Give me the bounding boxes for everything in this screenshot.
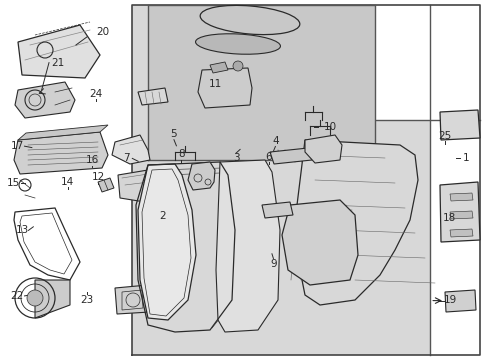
- Text: 5: 5: [171, 129, 177, 139]
- Polygon shape: [297, 140, 418, 305]
- Polygon shape: [188, 162, 215, 190]
- Polygon shape: [450, 211, 473, 219]
- Polygon shape: [216, 160, 280, 332]
- Text: 24: 24: [89, 89, 102, 99]
- Polygon shape: [15, 82, 75, 118]
- Text: 4: 4: [272, 136, 279, 146]
- Text: 22: 22: [10, 291, 24, 301]
- Polygon shape: [440, 182, 480, 242]
- Polygon shape: [35, 280, 70, 318]
- Polygon shape: [270, 148, 312, 164]
- Polygon shape: [18, 125, 108, 140]
- Text: 16: 16: [85, 155, 99, 165]
- Text: 20: 20: [97, 27, 109, 37]
- Text: 9: 9: [270, 258, 277, 269]
- Polygon shape: [138, 88, 168, 105]
- Bar: [132, 5, 480, 355]
- Text: 6: 6: [265, 152, 272, 162]
- Text: 25: 25: [438, 131, 452, 141]
- Text: 8: 8: [178, 149, 185, 159]
- Polygon shape: [262, 202, 293, 218]
- Polygon shape: [450, 229, 473, 237]
- Text: 18: 18: [443, 213, 457, 223]
- Bar: [430, 5, 480, 355]
- Text: 17: 17: [10, 141, 24, 151]
- Polygon shape: [138, 164, 196, 320]
- Polygon shape: [115, 285, 150, 314]
- Text: 2: 2: [159, 211, 166, 221]
- Polygon shape: [14, 132, 108, 174]
- Polygon shape: [445, 290, 476, 312]
- Ellipse shape: [196, 34, 280, 54]
- Bar: [370, 5, 480, 120]
- Circle shape: [27, 290, 43, 306]
- Text: 14: 14: [61, 177, 74, 187]
- Text: 1: 1: [463, 153, 470, 163]
- Polygon shape: [112, 135, 150, 164]
- Text: 11: 11: [209, 78, 222, 89]
- Text: 19: 19: [444, 294, 458, 305]
- Polygon shape: [282, 200, 358, 285]
- Polygon shape: [440, 110, 480, 140]
- Bar: [148, 5, 375, 160]
- Text: 21: 21: [51, 58, 65, 68]
- Polygon shape: [198, 68, 252, 108]
- Text: 3: 3: [233, 153, 240, 163]
- Ellipse shape: [200, 5, 300, 35]
- Circle shape: [233, 61, 243, 71]
- Text: 15: 15: [7, 178, 21, 188]
- Text: 10: 10: [323, 122, 337, 132]
- Text: 12: 12: [91, 172, 105, 182]
- Polygon shape: [305, 135, 342, 163]
- Text: 13: 13: [15, 225, 29, 235]
- Polygon shape: [450, 193, 473, 201]
- Text: 7: 7: [123, 153, 130, 163]
- Polygon shape: [18, 25, 100, 78]
- Polygon shape: [210, 62, 228, 73]
- Text: 23: 23: [80, 294, 94, 305]
- Polygon shape: [118, 170, 152, 202]
- Polygon shape: [98, 178, 114, 192]
